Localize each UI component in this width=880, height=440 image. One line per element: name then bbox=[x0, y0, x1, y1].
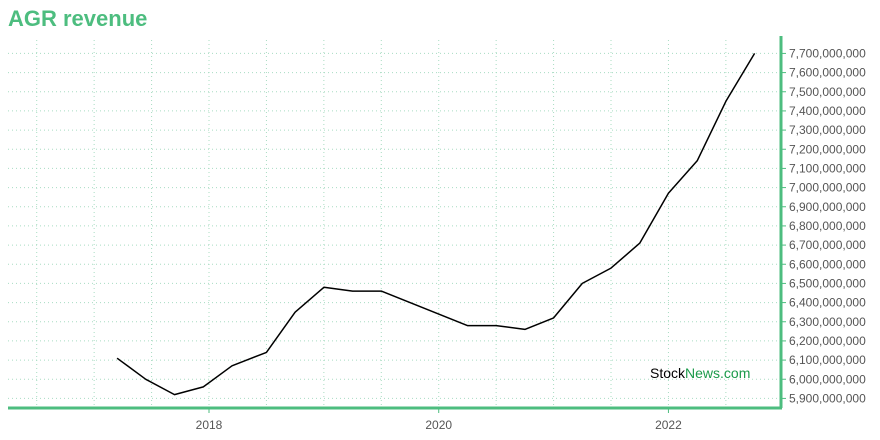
y-tick-label: 7,200,000,000 bbox=[789, 142, 866, 156]
watermark-news: News.com bbox=[685, 365, 751, 381]
y-tick-label: 6,200,000,000 bbox=[789, 334, 866, 348]
y-tick-label: 7,300,000,000 bbox=[789, 123, 866, 137]
y-tick-label: 7,100,000,000 bbox=[789, 161, 866, 175]
x-tick-label: 2022 bbox=[655, 418, 682, 432]
y-tick-label: 7,700,000,000 bbox=[789, 46, 866, 60]
grid-lines bbox=[8, 40, 781, 408]
watermark-logo: StockNews.com bbox=[650, 365, 750, 381]
y-tick-label: 6,600,000,000 bbox=[789, 257, 866, 271]
series-layer bbox=[116, 53, 756, 396]
y-tick-label: 6,500,000,000 bbox=[789, 276, 866, 290]
y-tick-label: 7,600,000,000 bbox=[789, 66, 866, 80]
y-tick-label: 6,800,000,000 bbox=[789, 219, 866, 233]
y-tick-label: 6,100,000,000 bbox=[789, 353, 866, 367]
y-tick-label: 6,400,000,000 bbox=[789, 296, 866, 310]
x-tick-label: 2018 bbox=[196, 418, 223, 432]
y-tick-label: 5,900,000,000 bbox=[789, 391, 866, 405]
y-tick-label: 6,900,000,000 bbox=[789, 200, 866, 214]
revenue-series-line bbox=[116, 53, 756, 396]
y-tick-label: 7,000,000,000 bbox=[789, 181, 866, 195]
x-tick-label: 2020 bbox=[425, 418, 452, 432]
chart-title: AGR revenue bbox=[8, 6, 148, 31]
axes bbox=[8, 36, 786, 413]
tick-labels: 5,900,000,000 6,000,000,000 6,100,000,000 6… bbox=[196, 46, 866, 432]
watermark-stock: Stock bbox=[650, 365, 686, 381]
y-tick-label: 6,000,000,000 bbox=[789, 372, 866, 386]
y-tick-label: 6,700,000,000 bbox=[789, 238, 866, 252]
y-tick-label: 7,400,000,000 bbox=[789, 104, 866, 118]
y-tick-label: 7,500,000,000 bbox=[789, 85, 866, 99]
y-tick-label: 6,300,000,000 bbox=[789, 315, 866, 329]
